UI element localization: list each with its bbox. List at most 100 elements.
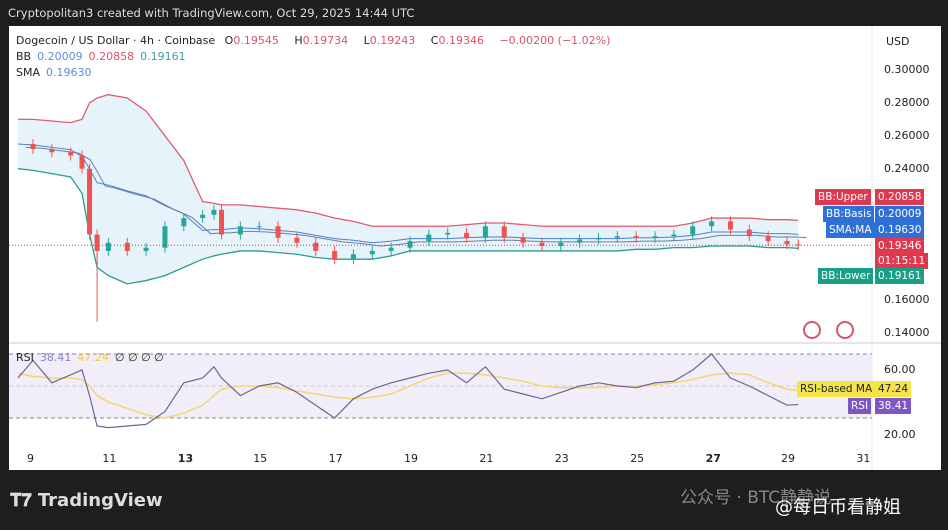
change-value: −0.00200 (−1.02%)	[499, 34, 611, 47]
candle-body	[652, 236, 658, 238]
time-tick: 21	[479, 452, 494, 465]
candle-body	[464, 232, 470, 238]
candle-body	[765, 236, 771, 242]
candle-body	[105, 242, 111, 251]
price-tick: 0.16000	[884, 293, 930, 306]
us-flag-event-icon	[803, 321, 821, 339]
logo-text: TradingView	[37, 490, 163, 511]
legend-bb-row[interactable]: BB 0.20009 0.20858 0.19161	[16, 50, 192, 63]
price-tag-value: 0.19346	[875, 238, 925, 254]
rsi-ma-tag-label: RSI-based MA	[797, 381, 876, 397]
sma-tag-value: 0.19630	[875, 222, 925, 238]
rsi-ma-line	[17, 372, 799, 419]
time-tick: 19	[404, 452, 418, 465]
low-label: L	[363, 34, 370, 47]
candle-body	[211, 209, 217, 215]
bb-basis-tag-value: 0.20009	[875, 206, 925, 222]
candle-body	[746, 229, 752, 237]
symbol-name: Dogecoin / US Dollar · 4h · Coinbase	[16, 34, 216, 47]
price-tick: 0.28000	[884, 96, 930, 109]
rsi-line	[17, 353, 799, 429]
candle-body	[237, 226, 243, 235]
candle-body	[124, 242, 130, 251]
candle-body	[350, 254, 356, 260]
candle-body	[482, 226, 488, 238]
price-tick: 0.24000	[884, 162, 930, 175]
candle-body	[79, 155, 85, 169]
candle-body	[407, 241, 413, 248]
rsi-tag-value: 38.41	[875, 398, 912, 414]
candle-body	[445, 232, 451, 235]
time-tick: 31	[856, 452, 871, 465]
candle-body	[294, 237, 300, 243]
time-tick: 13	[177, 452, 194, 465]
sma-value: 0.19630	[46, 66, 92, 79]
candle-body	[671, 234, 677, 237]
candle-body	[558, 242, 564, 247]
open-label: O	[224, 34, 234, 47]
close-label: C	[430, 34, 439, 47]
time-tick: 27	[705, 452, 721, 465]
time-tick: 25	[630, 452, 645, 465]
bb-lower-tag-label: BB:Lower	[818, 268, 874, 284]
candle-body	[181, 218, 187, 227]
currency-label[interactable]: USD	[886, 35, 910, 48]
candle-body	[727, 221, 733, 230]
high-value: 0.19734	[302, 34, 349, 47]
close-value: 0.19346	[438, 34, 484, 47]
chart-credit: Cryptopolitan3 created with TradingView.…	[8, 6, 415, 20]
bb-basis-tag-label: BB:Basis	[823, 206, 875, 222]
candle-body	[614, 236, 620, 238]
candle-body	[162, 226, 168, 248]
price-tick: 0.30000	[884, 63, 930, 76]
rsi-extra-values: ∅ ∅ ∅ ∅	[114, 351, 164, 364]
candle-body	[709, 221, 715, 227]
candle-body	[256, 226, 262, 228]
rsi-tag-label: RSI	[848, 398, 872, 414]
candle-body	[388, 247, 394, 251]
watermark-wechat: 公众号 · BTC静静说	[680, 488, 832, 508]
time-tick: 17	[328, 452, 343, 465]
legend-rsi-row[interactable]: RSI 38.41 47.24 ∅ ∅ ∅ ∅	[16, 351, 170, 364]
bb-upper-tag-label: BB:Upper	[815, 189, 871, 205]
candle-body	[332, 250, 338, 260]
candle-body	[200, 214, 206, 219]
candle-body	[275, 226, 281, 238]
candle-body	[219, 209, 224, 235]
top-bar: Cryptopolitan3 created with TradingView.…	[8, 6, 414, 20]
candle-body	[87, 168, 93, 235]
bb-lower-line	[17, 168, 799, 285]
bb-lower-value: 0.19161	[140, 50, 186, 63]
candle-body	[143, 247, 149, 251]
candle-body	[501, 226, 507, 238]
candle-body	[49, 148, 55, 153]
candle-body	[94, 234, 100, 251]
tradingview-logo-icon: 𝐓𝟕	[10, 490, 38, 511]
sma-tag-label: SMA:MA	[826, 222, 875, 238]
rsi-tick-20: 20.00	[884, 428, 916, 441]
bb-fill	[17, 94, 799, 284]
candle-body	[313, 242, 319, 251]
rsi-ma-value: 47.24	[77, 351, 109, 364]
bb-upper-value: 0.20858	[88, 50, 135, 63]
candle-body	[539, 242, 545, 247]
price-tick: 0.14000	[884, 326, 930, 339]
time-tick: 29	[781, 452, 795, 465]
candle-body	[68, 152, 74, 156]
high-label: H	[294, 34, 303, 47]
price-tick: 0.26000	[884, 129, 930, 142]
bb-label: BB	[16, 50, 32, 63]
open-value: 0.19545	[233, 34, 279, 47]
time-tick: 11	[102, 452, 117, 465]
sma-label: SMA	[16, 66, 40, 79]
bb-basis-value: 0.20009	[37, 50, 83, 63]
bb-lower-tag-value: 0.19161	[875, 268, 925, 284]
candle-body	[596, 237, 601, 240]
bb-upper-tag-value: 0.20858	[875, 189, 925, 205]
candle-body	[690, 226, 696, 235]
legend-sma-row[interactable]: SMA 0.19630	[16, 66, 98, 79]
rsi-value: 38.41	[39, 351, 72, 364]
rsi-tick-60: 60.00	[884, 363, 916, 376]
watermark-handle: @每日币看静姐	[775, 497, 901, 518]
